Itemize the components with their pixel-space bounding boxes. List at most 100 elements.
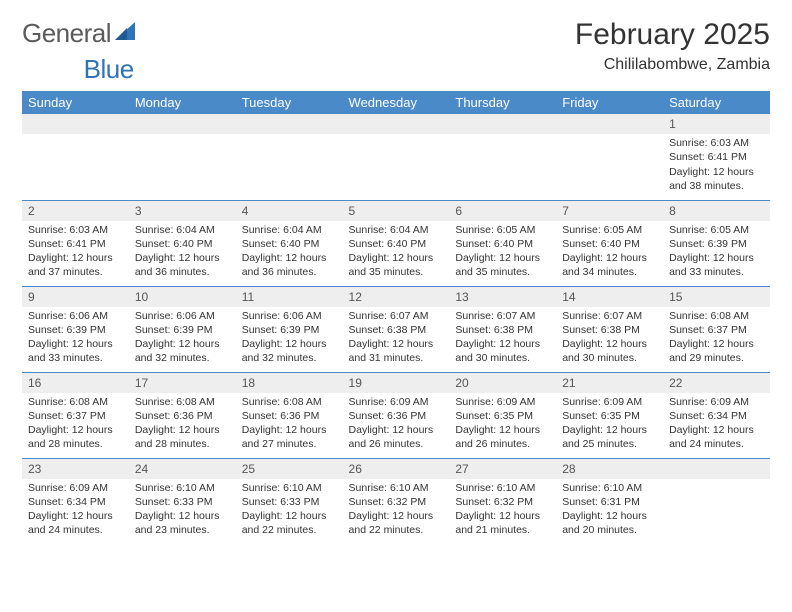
daylight-line: Daylight: 12 hours and 35 minutes. [349, 251, 444, 279]
sunset-line: Sunset: 6:33 PM [135, 495, 230, 509]
day-number: 2 [22, 201, 129, 221]
logo-word-1: General [22, 18, 111, 49]
sunrise-line: Sunrise: 6:07 AM [349, 309, 444, 323]
day-body: Sunrise: 6:05 AMSunset: 6:40 PMDaylight:… [556, 221, 663, 284]
month-title: February 2025 [575, 18, 770, 52]
sunset-line: Sunset: 6:31 PM [562, 495, 657, 509]
daylight-line: Daylight: 12 hours and 24 minutes. [669, 423, 764, 451]
daylight-line: Daylight: 12 hours and 36 minutes. [242, 251, 337, 279]
sunset-line: Sunset: 6:34 PM [669, 409, 764, 423]
calendar-cell: 12Sunrise: 6:07 AMSunset: 6:38 PMDayligh… [343, 286, 450, 372]
sunset-line: Sunset: 6:39 PM [28, 323, 123, 337]
calendar-cell-empty [22, 114, 129, 200]
day-number: 9 [22, 287, 129, 307]
calendar-page: General February 2025 Chililabombwe, Zam… [0, 0, 792, 554]
calendar-cell: 18Sunrise: 6:08 AMSunset: 6:36 PMDayligh… [236, 372, 343, 458]
day-body: Sunrise: 6:09 AMSunset: 6:35 PMDaylight:… [449, 393, 556, 456]
calendar-cell: 24Sunrise: 6:10 AMSunset: 6:33 PMDayligh… [129, 458, 236, 544]
day-body: Sunrise: 6:05 AMSunset: 6:39 PMDaylight:… [663, 221, 770, 284]
calendar-cell: 14Sunrise: 6:07 AMSunset: 6:38 PMDayligh… [556, 286, 663, 372]
calendar-cell-empty [449, 114, 556, 200]
day-number: 23 [22, 459, 129, 479]
day-body: Sunrise: 6:09 AMSunset: 6:34 PMDaylight:… [663, 393, 770, 456]
sunrise-line: Sunrise: 6:04 AM [135, 223, 230, 237]
calendar-cell: 21Sunrise: 6:09 AMSunset: 6:35 PMDayligh… [556, 372, 663, 458]
calendar-cell: 25Sunrise: 6:10 AMSunset: 6:33 PMDayligh… [236, 458, 343, 544]
calendar-cell: 19Sunrise: 6:09 AMSunset: 6:36 PMDayligh… [343, 372, 450, 458]
day-body: Sunrise: 6:08 AMSunset: 6:36 PMDaylight:… [236, 393, 343, 456]
logo: General [22, 18, 137, 49]
sunset-line: Sunset: 6:39 PM [669, 237, 764, 251]
daylight-line: Daylight: 12 hours and 25 minutes. [562, 423, 657, 451]
sunrise-line: Sunrise: 6:08 AM [28, 395, 123, 409]
day-body: Sunrise: 6:04 AMSunset: 6:40 PMDaylight:… [236, 221, 343, 284]
sunset-line: Sunset: 6:39 PM [135, 323, 230, 337]
daylight-line: Daylight: 12 hours and 36 minutes. [135, 251, 230, 279]
day-number [449, 114, 556, 134]
day-number: 4 [236, 201, 343, 221]
sunrise-line: Sunrise: 6:10 AM [242, 481, 337, 495]
sunrise-line: Sunrise: 6:07 AM [455, 309, 550, 323]
sunrise-line: Sunrise: 6:06 AM [135, 309, 230, 323]
calendar-cell: 6Sunrise: 6:05 AMSunset: 6:40 PMDaylight… [449, 200, 556, 286]
day-number [663, 459, 770, 479]
calendar-cell-empty [556, 114, 663, 200]
day-number: 15 [663, 287, 770, 307]
calendar-cell: 27Sunrise: 6:10 AMSunset: 6:32 PMDayligh… [449, 458, 556, 544]
daylight-line: Daylight: 12 hours and 29 minutes. [669, 337, 764, 365]
logo-sail-icon [113, 18, 137, 49]
title-block: February 2025 Chililabombwe, Zambia [575, 18, 770, 74]
sunset-line: Sunset: 6:35 PM [562, 409, 657, 423]
day-number: 21 [556, 373, 663, 393]
daylight-line: Daylight: 12 hours and 35 minutes. [455, 251, 550, 279]
calendar-cell: 22Sunrise: 6:09 AMSunset: 6:34 PMDayligh… [663, 372, 770, 458]
daylight-line: Daylight: 12 hours and 32 minutes. [135, 337, 230, 365]
day-body: Sunrise: 6:08 AMSunset: 6:37 PMDaylight:… [663, 307, 770, 370]
day-body: Sunrise: 6:10 AMSunset: 6:31 PMDaylight:… [556, 479, 663, 542]
day-number: 17 [129, 373, 236, 393]
day-number: 26 [343, 459, 450, 479]
sunset-line: Sunset: 6:41 PM [28, 237, 123, 251]
sunrise-line: Sunrise: 6:03 AM [28, 223, 123, 237]
day-body: Sunrise: 6:09 AMSunset: 6:36 PMDaylight:… [343, 393, 450, 456]
sunset-line: Sunset: 6:32 PM [455, 495, 550, 509]
sunset-line: Sunset: 6:34 PM [28, 495, 123, 509]
sunrise-line: Sunrise: 6:04 AM [242, 223, 337, 237]
sunset-line: Sunset: 6:37 PM [669, 323, 764, 337]
day-number: 18 [236, 373, 343, 393]
day-body: Sunrise: 6:03 AMSunset: 6:41 PMDaylight:… [22, 221, 129, 284]
calendar-week-row: 2Sunrise: 6:03 AMSunset: 6:41 PMDaylight… [22, 200, 770, 286]
calendar-cell: 8Sunrise: 6:05 AMSunset: 6:39 PMDaylight… [663, 200, 770, 286]
daylight-line: Daylight: 12 hours and 32 minutes. [242, 337, 337, 365]
calendar-cell: 28Sunrise: 6:10 AMSunset: 6:31 PMDayligh… [556, 458, 663, 544]
day-number: 7 [556, 201, 663, 221]
day-body: Sunrise: 6:09 AMSunset: 6:35 PMDaylight:… [556, 393, 663, 456]
day-number: 3 [129, 201, 236, 221]
sunrise-line: Sunrise: 6:08 AM [135, 395, 230, 409]
sunset-line: Sunset: 6:32 PM [349, 495, 444, 509]
daylight-line: Daylight: 12 hours and 20 minutes. [562, 509, 657, 537]
calendar-cell-empty [343, 114, 450, 200]
day-body: Sunrise: 6:08 AMSunset: 6:36 PMDaylight:… [129, 393, 236, 456]
day-number: 10 [129, 287, 236, 307]
calendar-week-row: 1Sunrise: 6:03 AMSunset: 6:41 PMDaylight… [22, 114, 770, 200]
weekday-header: Saturday [663, 91, 770, 114]
daylight-line: Daylight: 12 hours and 21 minutes. [455, 509, 550, 537]
day-number: 19 [343, 373, 450, 393]
calendar-cell: 23Sunrise: 6:09 AMSunset: 6:34 PMDayligh… [22, 458, 129, 544]
day-body: Sunrise: 6:10 AMSunset: 6:33 PMDaylight:… [236, 479, 343, 542]
calendar-cell: 7Sunrise: 6:05 AMSunset: 6:40 PMDaylight… [556, 200, 663, 286]
calendar-cell: 9Sunrise: 6:06 AMSunset: 6:39 PMDaylight… [22, 286, 129, 372]
sunset-line: Sunset: 6:40 PM [242, 237, 337, 251]
daylight-line: Daylight: 12 hours and 24 minutes. [28, 509, 123, 537]
sunrise-line: Sunrise: 6:03 AM [669, 136, 764, 150]
calendar-table: SundayMondayTuesdayWednesdayThursdayFrid… [22, 91, 770, 544]
daylight-line: Daylight: 12 hours and 22 minutes. [242, 509, 337, 537]
day-number: 20 [449, 373, 556, 393]
day-body: Sunrise: 6:04 AMSunset: 6:40 PMDaylight:… [343, 221, 450, 284]
sunrise-line: Sunrise: 6:05 AM [562, 223, 657, 237]
sunrise-line: Sunrise: 6:10 AM [135, 481, 230, 495]
calendar-head: SundayMondayTuesdayWednesdayThursdayFrid… [22, 91, 770, 114]
calendar-cell: 17Sunrise: 6:08 AMSunset: 6:36 PMDayligh… [129, 372, 236, 458]
sunrise-line: Sunrise: 6:05 AM [669, 223, 764, 237]
